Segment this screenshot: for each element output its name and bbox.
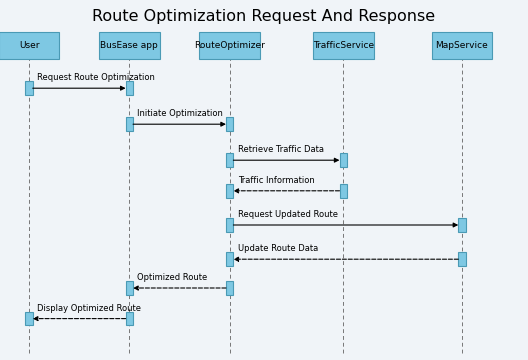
Text: Request Route Optimization: Request Route Optimization xyxy=(37,73,155,82)
Bar xyxy=(126,81,133,95)
Bar xyxy=(340,153,347,167)
Bar xyxy=(226,252,233,266)
Bar xyxy=(226,117,233,131)
Bar xyxy=(200,31,260,58)
Bar xyxy=(126,117,133,131)
Bar xyxy=(226,184,233,198)
Text: Display Optimized Route: Display Optimized Route xyxy=(37,304,141,313)
Text: Initiate Optimization: Initiate Optimization xyxy=(137,109,223,118)
Text: Traffic Information: Traffic Information xyxy=(238,176,314,185)
Text: Route Optimization Request And Response: Route Optimization Request And Response xyxy=(92,9,436,24)
Text: BusEase app: BusEase app xyxy=(100,40,158,49)
Bar xyxy=(99,31,159,58)
Bar xyxy=(25,81,33,95)
Bar xyxy=(126,312,133,325)
Bar xyxy=(226,218,233,232)
Text: MapService: MapService xyxy=(436,40,488,49)
Text: Request Updated Route: Request Updated Route xyxy=(238,210,337,219)
Bar xyxy=(226,153,233,167)
Bar xyxy=(226,281,233,295)
Bar xyxy=(340,184,347,198)
Text: Optimized Route: Optimized Route xyxy=(137,273,208,282)
Text: TrafficService: TrafficService xyxy=(313,40,374,49)
Bar xyxy=(0,31,60,58)
Bar xyxy=(25,312,33,325)
Text: Update Route Data: Update Route Data xyxy=(238,244,318,253)
Bar xyxy=(313,31,374,58)
Text: Retrieve Traffic Data: Retrieve Traffic Data xyxy=(238,145,324,154)
Bar xyxy=(126,281,133,295)
Text: RouteOptimizer: RouteOptimizer xyxy=(194,40,265,49)
Text: User: User xyxy=(19,40,39,49)
Bar xyxy=(432,31,493,58)
Bar xyxy=(458,218,466,232)
Bar xyxy=(458,252,466,266)
